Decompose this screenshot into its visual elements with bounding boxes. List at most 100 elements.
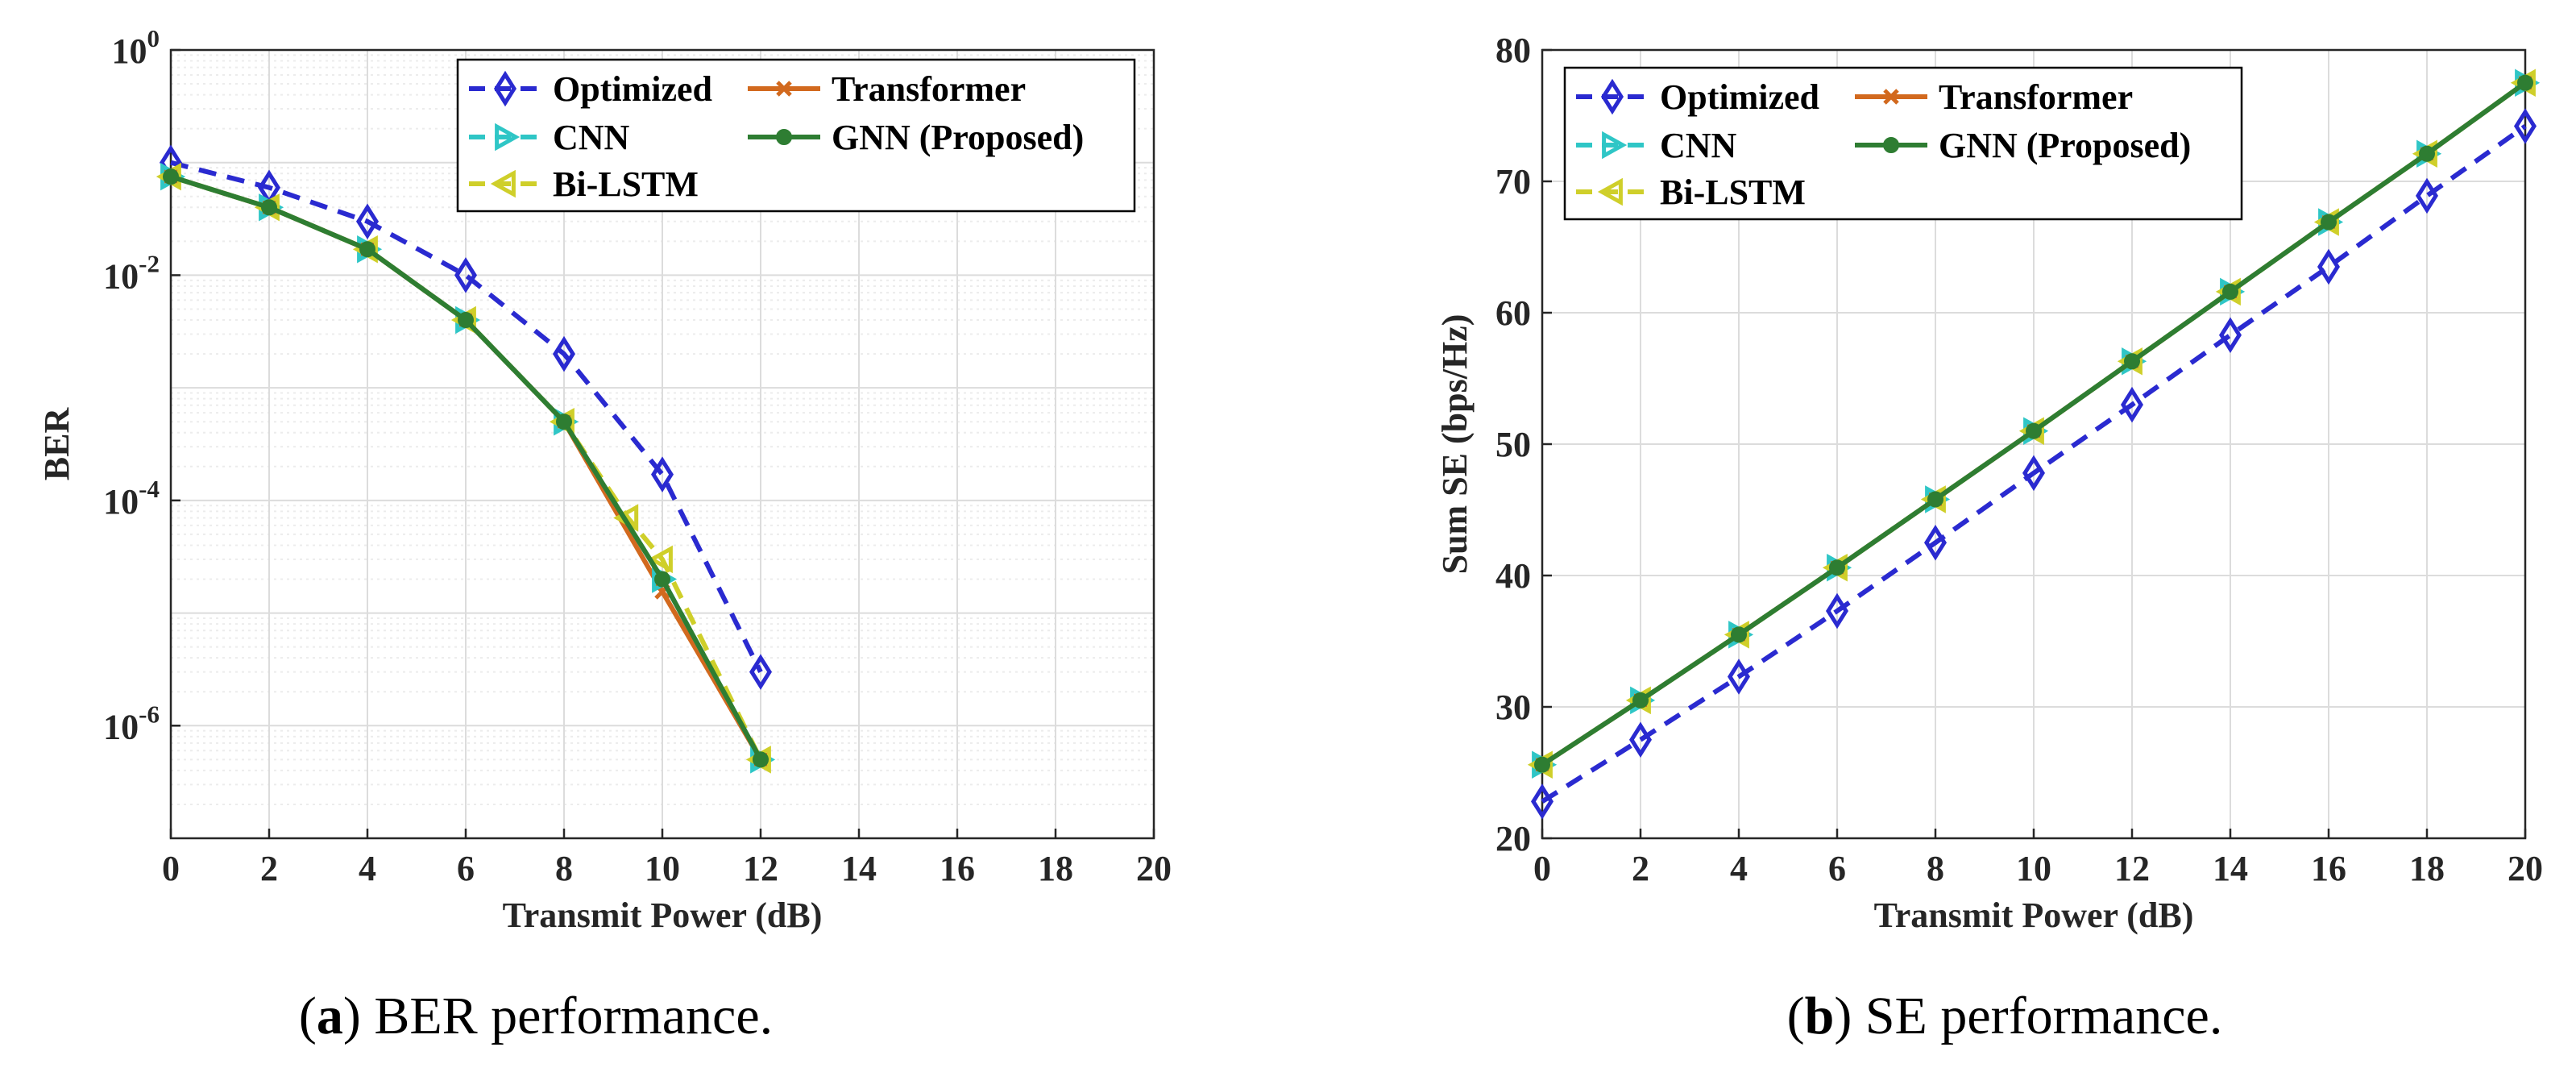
caption-a: (a) BER performance. bbox=[299, 987, 773, 1045]
y-tick-label: 50 bbox=[1495, 425, 1531, 464]
panel-ber-chart: 0 2 4 6 8 10 12 14 16 18 20 100 10-2 10-4 10-6 Transmit… bbox=[37, 24, 1172, 935]
x-tick-label: 2 bbox=[260, 849, 278, 888]
x-tick-label: 4 bbox=[359, 849, 376, 888]
x-tick-label: 4 bbox=[1730, 849, 1748, 888]
caption-b: (b) SE performance. bbox=[1787, 987, 2223, 1045]
x-tick-label: 14 bbox=[841, 849, 877, 888]
x-tick-label: 10 bbox=[645, 849, 680, 888]
legend-label-cnn: CNN bbox=[1660, 126, 1737, 165]
x-tick-label: 12 bbox=[2114, 849, 2150, 888]
x-tick-label: 16 bbox=[2311, 849, 2346, 888]
marker-optimized bbox=[650, 456, 674, 492]
legend-label-cnn: CNN bbox=[553, 118, 630, 157]
marker-optimized bbox=[2513, 108, 2537, 144]
marker-optimized bbox=[1530, 783, 1554, 820]
marker-gnn bbox=[2026, 422, 2042, 439]
legend-marker-gnn bbox=[1883, 137, 1899, 153]
marker-optimized bbox=[2218, 317, 2242, 353]
series-cnn bbox=[160, 162, 776, 774]
legend-label-optimized: Optimized bbox=[553, 69, 712, 109]
legend-item-cnn: CNN bbox=[1576, 126, 1737, 165]
legend-item-transformer: Transformer bbox=[748, 69, 1026, 109]
legend-label-transformer: Transformer bbox=[1939, 77, 2133, 117]
legend-label-gnn: GNN (Proposed) bbox=[1939, 126, 2191, 165]
legend-item-bilstm: Bi-LSTM bbox=[469, 164, 699, 204]
line-optimized bbox=[170, 160, 763, 673]
marker-optimized bbox=[1628, 721, 1653, 758]
y-tick-label: 70 bbox=[1495, 162, 1531, 202]
y-tick-label: 100 bbox=[112, 24, 160, 71]
legend: Optimized Transformer CNN GNN (Proposed) Bi-… bbox=[456, 58, 1136, 213]
y-tick-label: 60 bbox=[1495, 293, 1531, 333]
marker-gnn bbox=[1534, 756, 1550, 773]
marker-optimized bbox=[749, 654, 773, 690]
marker-optimized bbox=[2022, 455, 2046, 492]
y-tick-label: 20 bbox=[1495, 819, 1531, 858]
marker-gnn bbox=[458, 312, 474, 329]
marker-gnn bbox=[1731, 626, 1747, 643]
legend-marker-bilstm bbox=[1597, 177, 1623, 206]
x-tick-label: 0 bbox=[1533, 849, 1551, 888]
y-tick-label: 10-2 bbox=[103, 249, 160, 296]
marker-gnn bbox=[1829, 559, 1845, 576]
marker-gnn bbox=[2124, 353, 2140, 370]
marker-optimized bbox=[2120, 386, 2144, 423]
x-tick-label: 18 bbox=[2409, 849, 2445, 888]
legend-item-transformer: Transformer bbox=[1855, 77, 2133, 117]
series-optimized bbox=[1530, 108, 2537, 820]
series-bilstm bbox=[156, 162, 771, 774]
series-gnn bbox=[163, 168, 769, 768]
y-axis-label: Sum SE (bps/Hz) bbox=[1435, 314, 1475, 575]
marker-gnn bbox=[2222, 283, 2238, 300]
line-optimized bbox=[1541, 124, 2527, 804]
x-tick-label: 0 bbox=[162, 849, 180, 888]
marker-gnn bbox=[1632, 692, 1649, 709]
x-tick-label: 16 bbox=[940, 849, 975, 888]
legend-marker-gnn bbox=[776, 129, 792, 145]
ticks: 0 2 4 6 8 10 12 14 16 18 20 100 10-2 10-4 10-6 bbox=[103, 24, 1172, 888]
y-tick-label: 40 bbox=[1495, 556, 1531, 596]
marker-bilstm bbox=[647, 545, 673, 574]
marker-optimized bbox=[1825, 592, 1849, 630]
series-gnn bbox=[1534, 74, 2533, 773]
y-axis-label: BER bbox=[37, 407, 77, 481]
legend-item-optimized: Optimized bbox=[1576, 77, 1819, 117]
marker-gnn bbox=[2419, 145, 2435, 162]
marker-gnn bbox=[2321, 214, 2337, 231]
legend-marker-cnn bbox=[1602, 131, 1628, 160]
x-axis-label: Transmit Power (dB) bbox=[1874, 896, 2194, 935]
x-tick-label: 12 bbox=[743, 849, 778, 888]
legend-item-gnn: GNN (Proposed) bbox=[748, 118, 1084, 157]
x-tick-label: 14 bbox=[2213, 849, 2248, 888]
legend-label-optimized: Optimized bbox=[1660, 77, 1819, 117]
y-tick-label: 10-4 bbox=[103, 475, 160, 522]
x-tick-label: 20 bbox=[2508, 849, 2543, 888]
x-tick-label: 20 bbox=[1136, 849, 1172, 888]
panel-se-chart: 0 2 4 6 8 10 12 14 16 18 20 20 30 40 50 60 70 80 Transmit … bbox=[1435, 31, 2543, 935]
marker-gnn bbox=[261, 199, 277, 216]
legend-marker-optimized bbox=[1600, 78, 1624, 115]
marker-gnn bbox=[753, 751, 769, 768]
x-tick-label: 8 bbox=[555, 849, 573, 888]
legend-marker-transformer bbox=[776, 81, 792, 97]
legend-item-bilstm: Bi-LSTM bbox=[1576, 172, 1806, 212]
legend-label-gnn: GNN (Proposed) bbox=[832, 118, 1084, 157]
legend-label-bilstm: Bi-LSTM bbox=[553, 164, 699, 204]
marker-gnn bbox=[556, 413, 572, 430]
marker-gnn bbox=[163, 168, 179, 185]
legend: Optimized Transformer CNN GNN (Proposed) Bi-… bbox=[1563, 66, 2243, 221]
marker-optimized bbox=[1923, 525, 1948, 561]
legend-item-cnn: CNN bbox=[469, 118, 630, 157]
marker-gnn bbox=[2517, 74, 2533, 91]
marker-gnn bbox=[654, 571, 670, 588]
legend-label-bilstm: Bi-LSTM bbox=[1660, 172, 1806, 212]
x-tick-label: 8 bbox=[1927, 849, 1944, 888]
x-tick-label: 18 bbox=[1038, 849, 1073, 888]
y-tick-label: 80 bbox=[1495, 31, 1531, 70]
marker-optimized bbox=[2415, 177, 2439, 214]
y-tick-label: 30 bbox=[1495, 688, 1531, 727]
legend-item-gnn: GNN (Proposed) bbox=[1855, 126, 2191, 165]
legend-marker-transformer bbox=[1883, 89, 1899, 105]
marker-gnn bbox=[359, 241, 375, 258]
